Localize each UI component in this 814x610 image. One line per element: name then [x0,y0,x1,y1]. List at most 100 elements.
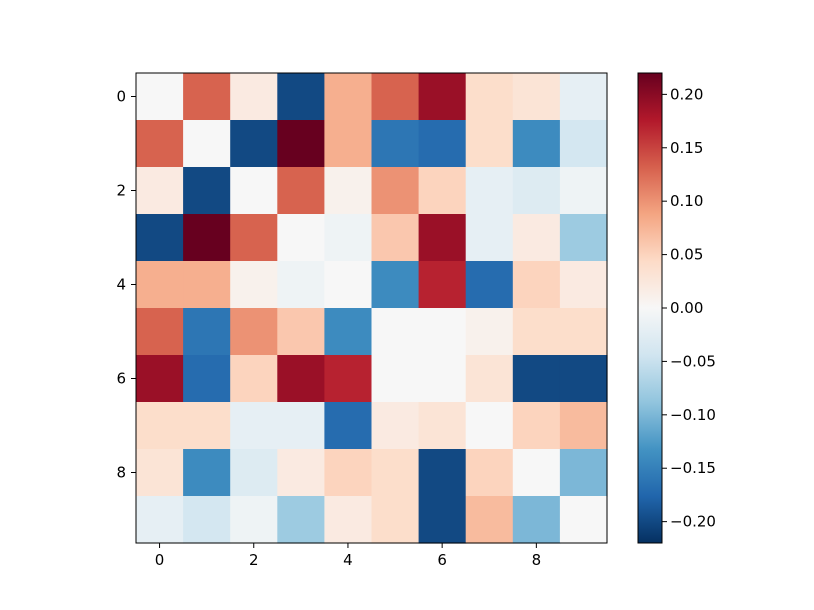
heatmap-cell-2-0 [136,167,184,215]
heatmap-cell-4-4 [324,261,373,309]
heatmap-cell-0-8 [512,73,561,121]
heatmap-cell-0-4 [324,73,373,121]
heatmap-cell-4-6 [418,261,467,309]
y-tick-label-3: 6 [116,370,126,388]
x-tick-label-0: 0 [155,551,165,569]
y-tick-label-4: 8 [116,464,126,482]
heatmap-cell-0-7 [465,73,514,121]
heatmap-cell-2-6 [418,167,467,215]
heatmap-cell-6-9 [559,355,608,403]
heatmap-cell-8-4 [324,449,373,497]
heatmap-cell-9-7 [465,496,514,544]
heatmap-cell-7-4 [324,402,373,450]
heatmap-cell-3-7 [465,214,514,262]
y-tick-label-2: 4 [116,276,126,294]
colorbar-tick-label-8: −0.20 [670,513,716,531]
y-tick-label-1: 2 [116,182,126,200]
heatmap-cell-8-0 [136,449,184,497]
heatmap-cell-2-3 [277,167,325,215]
heatmap-cell-5-9 [559,308,608,356]
heatmap-cell-3-6 [418,214,467,262]
heatmap-cell-5-3 [277,308,325,356]
heatmap-cell-7-2 [230,402,278,450]
heatmap-cell-6-8 [512,355,561,403]
heatmap-cell-3-0 [136,214,184,262]
heatmap-cell-1-6 [418,120,467,168]
heatmap-cell-9-1 [183,496,231,544]
heatmap-cell-9-2 [230,496,278,544]
heatmap-cell-6-7 [465,355,514,403]
heatmap-cell-6-1 [183,355,231,403]
heatmap-cell-2-5 [371,167,420,215]
heatmap-cell-3-8 [512,214,561,262]
heatmap-cell-7-8 [512,402,561,450]
colorbar-axis: 0.20 0.15 0.10 0.05 0.00 −0.05 −0.10 −0.15 −0.20 [662,85,716,531]
x-tick-label-3: 6 [437,551,447,569]
heatmap-cell-4-1 [183,261,231,309]
plot-frame [135,72,608,544]
heatmap-cell-7-5 [371,402,420,450]
heatmap-cell-1-9 [559,120,608,168]
heatmap-cell-2-1 [183,167,231,215]
heatmap-cell-7-9 [559,402,608,450]
heatmap-cell-8-8 [512,449,561,497]
heatmap-cell-9-3 [277,496,325,544]
heatmap-cell-1-4 [324,120,373,168]
heatmap-cell-6-3 [277,355,325,403]
heatmap-cell-2-4 [324,167,373,215]
heatmap-cell-1-1 [183,120,231,168]
heatmap-cell-0-1 [183,73,231,121]
heatmap-cell-7-0 [136,402,184,450]
colorbar-tick-label-0: 0.20 [670,85,703,103]
heatmap-cell-7-7 [465,402,514,450]
heatmap-cell-8-7 [465,449,514,497]
heatmap-cell-4-8 [512,261,561,309]
heatmap-cell-1-7 [465,120,514,168]
heatmap-cell-4-3 [277,261,325,309]
heatmap-cell-2-7 [465,167,514,215]
colorbar-tick-label-7: −0.15 [670,459,716,477]
colorbar-tick-label-5: −0.05 [670,352,716,370]
heatmap-cell-3-2 [230,214,278,262]
heatmap-cell-5-2 [230,308,278,356]
x-tick-label-4: 8 [532,551,542,569]
y-tick-label-0: 0 [116,88,126,106]
heatmap-cell-6-2 [230,355,278,403]
heatmap-cell-9-4 [324,496,373,544]
heatmap-cell-5-8 [512,308,561,356]
heatmap-cell-9-5 [371,496,420,544]
heatmap-cell-0-9 [559,73,608,121]
heatmap-cell-6-4 [324,355,373,403]
heatmap-cell-2-2 [230,167,278,215]
heatmap-cell-4-2 [230,261,278,309]
y-axis: 0 2 4 6 8 [116,88,136,482]
heatmap-cell-8-9 [559,449,608,497]
colorbar [637,72,663,544]
heatmap-cell-1-8 [512,120,561,168]
heatmap-cell-3-3 [277,214,325,262]
heatmap-cell-3-5 [371,214,420,262]
heatmap-cell-5-4 [324,308,373,356]
heatmap-cell-2-8 [512,167,561,215]
heatmap-cell-9-8 [512,496,561,544]
x-tick-label-2: 4 [343,551,353,569]
heatmap-cells [136,73,608,544]
heatmap-cell-6-5 [371,355,420,403]
heatmap-cell-9-0 [136,496,184,544]
colorbar-tick-label-4: 0.00 [670,299,703,317]
heatmap-cell-9-9 [559,496,608,544]
heatmap-cell-7-3 [277,402,325,450]
colorbar-tick-label-2: 0.10 [670,192,703,210]
heatmap-cell-8-5 [371,449,420,497]
heatmap-cell-9-6 [418,496,467,544]
colorbar-tick-label-6: −0.10 [670,406,716,424]
heatmap-cell-4-5 [371,261,420,309]
heatmap-cell-5-5 [371,308,420,356]
heatmap-cell-1-5 [371,120,420,168]
heatmap-cell-7-6 [418,402,467,450]
heatmap-cell-1-2 [230,120,278,168]
x-axis: 0 2 4 6 8 [155,543,541,569]
heatmap-cell-1-3 [277,120,325,168]
colorbar-tick-label-1: 0.15 [670,139,703,157]
heatmap-cell-6-6 [418,355,467,403]
